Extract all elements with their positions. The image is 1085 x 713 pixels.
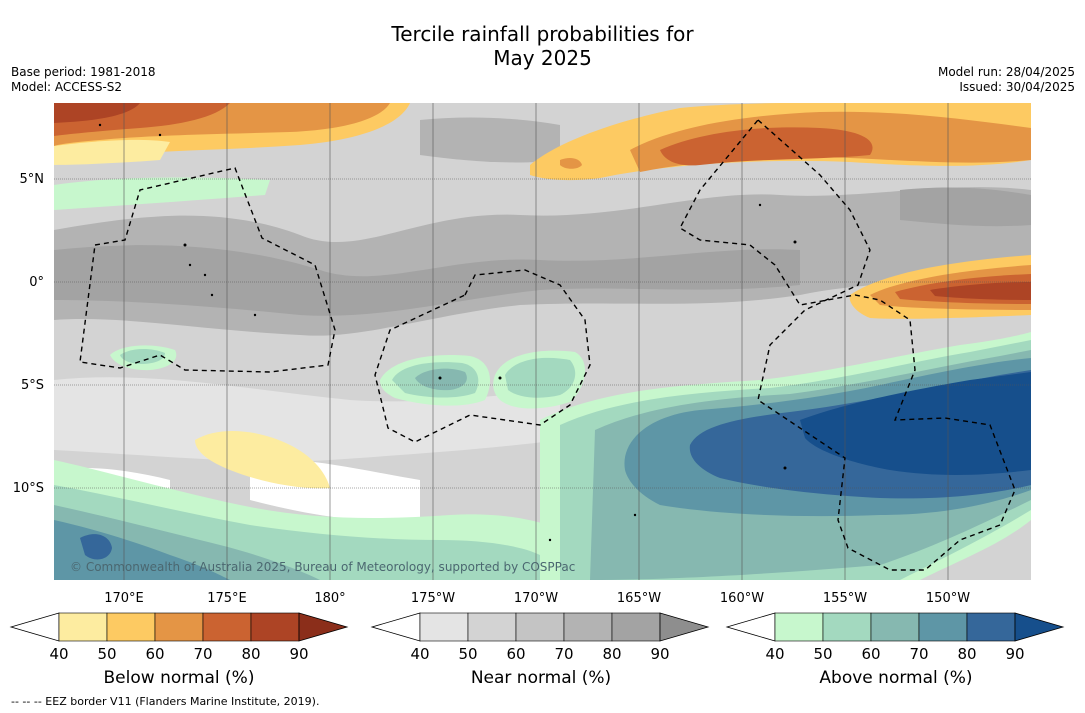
near-normal-light-band: [54, 377, 560, 462]
colorbar-tick-label: 90: [650, 645, 669, 663]
colorbar-tick-label: 80: [957, 645, 976, 663]
colorbar-segment: [250, 612, 300, 642]
below-normal-nw-40: [54, 139, 170, 165]
model-run-text: Model run: 28/04/2025: [937, 65, 1075, 79]
colorbar-label-near-normal: Near normal (%): [470, 668, 612, 688]
base-period-text: Base period: 1981-2018: [11, 65, 156, 79]
colorbar-tick-label: 60: [506, 645, 525, 663]
colorbar-tick-label: 40: [410, 645, 429, 663]
map-title: Tercile rainfall probabilities for May 2…: [0, 22, 1085, 70]
colorbar-segment: [154, 612, 204, 642]
colorbar-segment: [774, 612, 824, 642]
above-normal-c2-50: [505, 357, 576, 398]
colorbar-near-normal: 40 50 60 70 80 90: [370, 612, 710, 663]
colorbar-over-triangle: [659, 612, 710, 642]
islands: [98, 123, 797, 542]
colorbar-tick-label: 50: [458, 645, 477, 663]
colorbar-under-triangle: [9, 612, 60, 642]
latitude-labels: 5°N 0° 5°S 10°S: [13, 172, 44, 496]
lon-label-150w: 150°W: [926, 591, 970, 606]
lon-label-175e: 175°E: [207, 591, 247, 606]
eez-tuvalu-kiribati-west: [79, 167, 336, 373]
colorbar-segment: [563, 612, 613, 642]
latitude-lines: [54, 178, 1031, 489]
eez-borders: [79, 118, 1016, 571]
longitude-lines: [123, 103, 949, 580]
lat-label-0: 0°: [29, 275, 44, 290]
meta-right: Model run: 28/04/2025 Issued: 30/04/2025: [938, 65, 1075, 95]
colorbar-tick-label: 60: [861, 645, 880, 663]
longitude-labels: 170°E 175°E 180° 175°W 170°W 165°W 160°W…: [104, 591, 970, 606]
colorbar-tick-label: 80: [241, 645, 260, 663]
lon-label-165w: 165°W: [617, 591, 661, 606]
colorbar-tick-label: 50: [813, 645, 832, 663]
colorbar-segment: [515, 612, 565, 642]
colorbar-tick-label: 70: [554, 645, 573, 663]
colorbar-segment: [918, 612, 968, 642]
colorbar-under-triangle: [725, 612, 776, 642]
lat-label-10s: 10°S: [13, 481, 44, 496]
above-normal-c1-60: [415, 368, 467, 391]
below-normal-e-80: [930, 282, 1031, 300]
model-text: Model: ACCESS-S2: [11, 80, 123, 94]
colorbar-segment: [611, 612, 661, 642]
colorbar-tick-label: 80: [602, 645, 621, 663]
below-normal-ne-small: [560, 157, 582, 169]
eez-legend-note: -- -- -- EEZ border V11 (Flanders Marine…: [11, 695, 320, 708]
colorbar-tick-label: 70: [909, 645, 928, 663]
title-line-2: May 2025: [493, 46, 592, 70]
colorbar-label-above-normal: Above normal (%): [819, 668, 973, 688]
above-normal-se-90: [800, 372, 1031, 475]
above-normal-w-50: [120, 349, 165, 364]
colorbar-segment: [467, 612, 517, 642]
colorbar-segment: [202, 612, 252, 642]
below-normal-nw-80: [54, 103, 140, 123]
colorbar-segment: [419, 612, 469, 642]
above-normal-nw-40: [54, 177, 270, 210]
lon-label-160w: 160°W: [720, 591, 764, 606]
title-line-1: Tercile rainfall probabilities for: [391, 22, 694, 46]
colorbar-above-normal: 40 50 60 70 80 90: [725, 612, 1065, 663]
colorbar-over-triangle: [1014, 612, 1065, 642]
colorbar-tick-label: 40: [765, 645, 784, 663]
colorbar-tick-label: 50: [97, 645, 116, 663]
colorbar-tick-label: 60: [145, 645, 164, 663]
eez-phoenix: [374, 269, 591, 443]
lon-label-170w: 170°W: [514, 591, 558, 606]
lat-label-5n: 5°N: [20, 172, 45, 187]
lon-label-170e: 170°E: [104, 591, 144, 606]
near-normal-patch: [420, 117, 560, 163]
above-normal-sw-80: [80, 534, 112, 560]
lon-label-155w: 155°W: [823, 591, 867, 606]
near-normal-band-2: [54, 245, 800, 316]
colorbar-segment: [966, 612, 1016, 642]
map-area: © Commonwealth of Australia 2025, Bureau…: [54, 103, 1031, 580]
issued-text: Issued: 30/04/2025: [959, 80, 1075, 94]
lon-label-180: 180°: [314, 591, 345, 606]
lon-label-175w: 175°W: [411, 591, 455, 606]
colorbar-segment: [58, 612, 108, 642]
colorbar-tick-label: 90: [1005, 645, 1024, 663]
colorbar-segment: [870, 612, 920, 642]
near-normal-patch-east: [900, 187, 1031, 227]
colorbar-tick-label: 70: [193, 645, 212, 663]
colorbar-over-triangle: [298, 612, 349, 642]
below-normal-ne-70: [660, 127, 873, 166]
copyright-text: © Commonwealth of Australia 2025, Bureau…: [70, 560, 575, 574]
lat-label-5s: 5°S: [21, 378, 44, 393]
colorbar-under-triangle: [370, 612, 421, 642]
colorbar-below-normal: 40 50 60 70 80 90: [9, 612, 349, 663]
colorbar-segment: [822, 612, 872, 642]
meta-left: Base period: 1981-2018 Model: ACCESS-S2: [11, 65, 156, 95]
colorbar-label-below-normal: Below normal (%): [103, 668, 255, 688]
below-normal-sw-40: [195, 430, 330, 489]
colorbar-tick-label: 40: [49, 645, 68, 663]
colorbar-tick-label: 90: [289, 645, 308, 663]
colorbar-segment: [106, 612, 156, 642]
